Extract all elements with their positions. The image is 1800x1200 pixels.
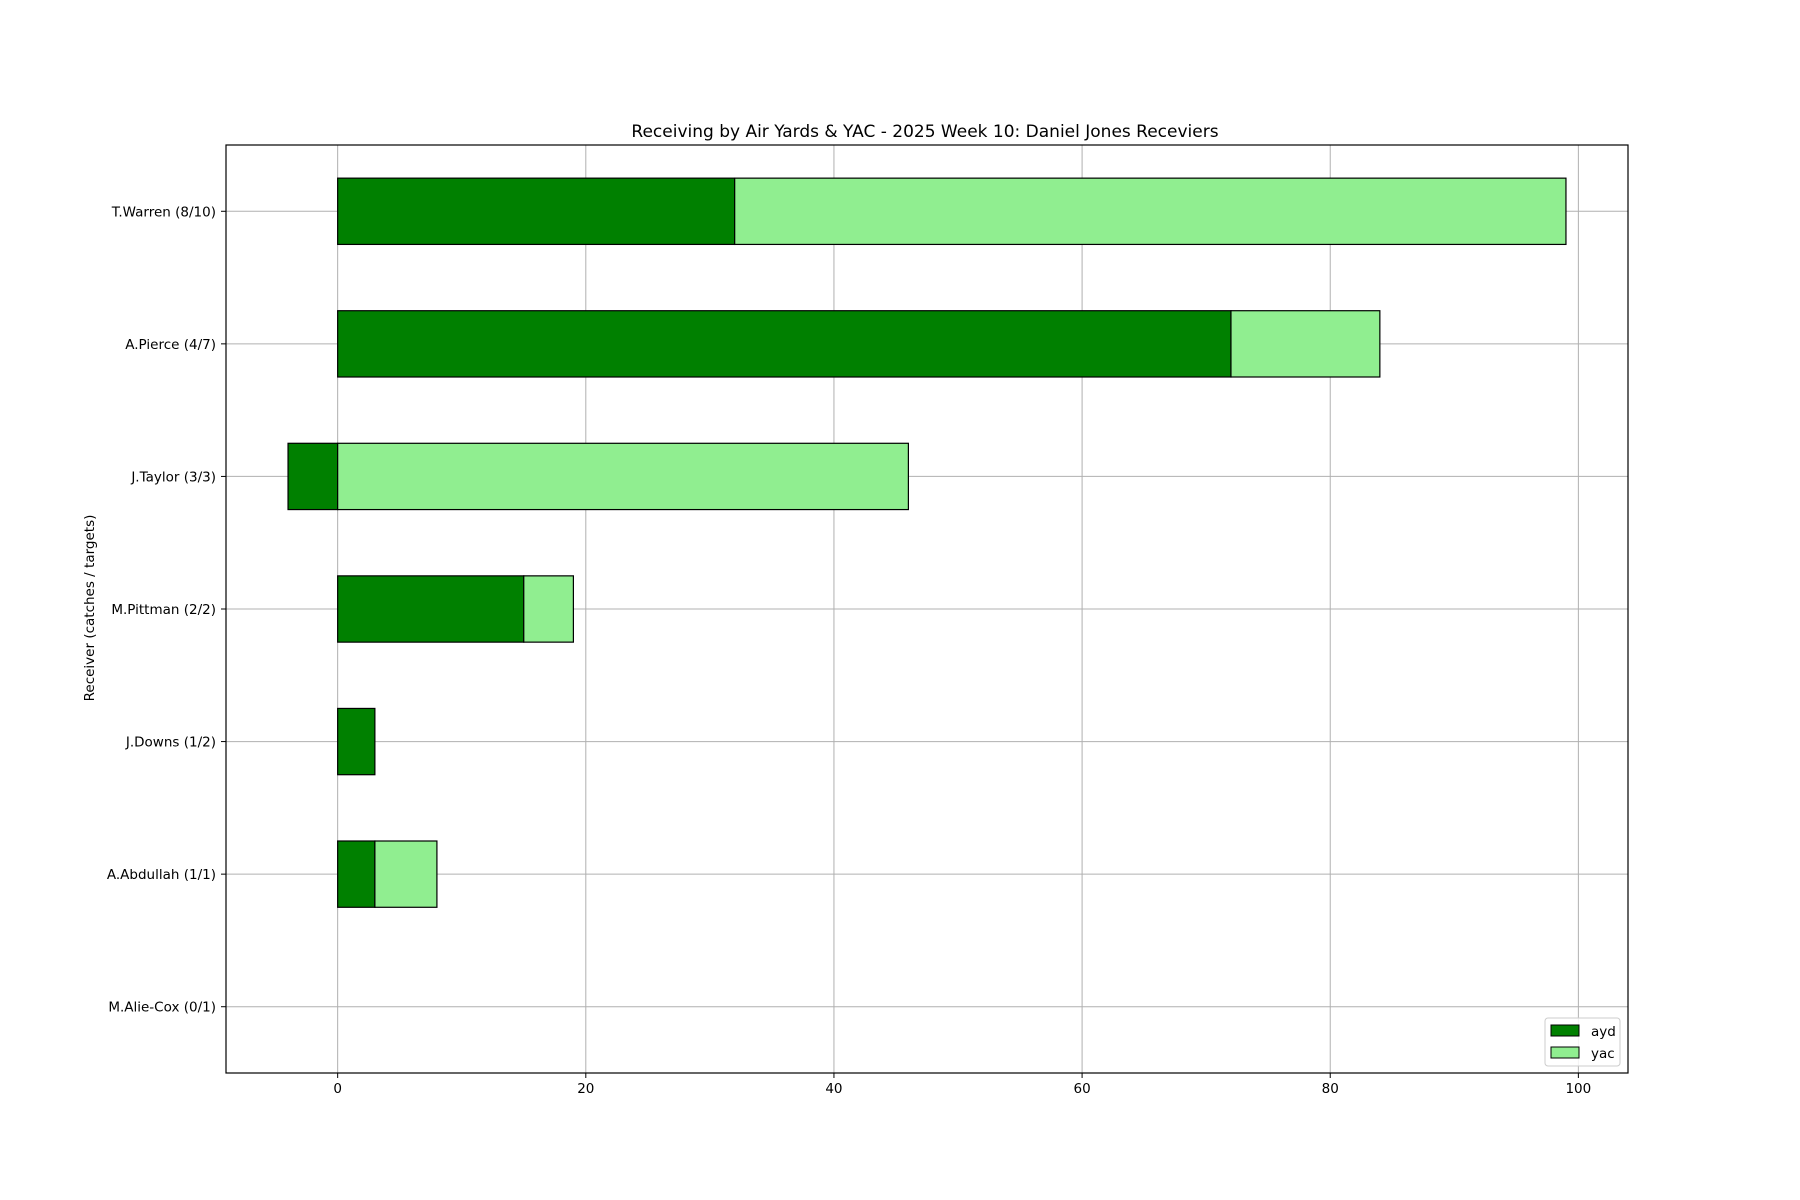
x-tick-label: 100 — [1565, 1081, 1591, 1097]
legend-label-yac: yac — [1591, 1046, 1615, 1062]
bar-yac — [374, 840, 438, 908]
legend-swatch-ayd — [1550, 1024, 1580, 1037]
y-tick-label: J.Downs (1/2) — [125, 735, 216, 751]
x-tick-label: 60 — [1073, 1081, 1090, 1097]
x-tick-label: 40 — [825, 1081, 842, 1097]
plot-frame — [225, 144, 1629, 1074]
legend-label-ayd: ayd — [1591, 1024, 1616, 1040]
y-tick-label: M.Pittman (2/2) — [111, 602, 216, 618]
bars — [287, 177, 1567, 908]
bar-ayd — [337, 707, 376, 776]
bar-yac — [523, 575, 574, 643]
bar-ayd — [287, 442, 339, 511]
y-axis-label: Receiver (catches / targets) — [82, 515, 98, 702]
bar-yac — [734, 177, 1567, 246]
bar-ayd — [337, 177, 736, 246]
legend-swatch-yac — [1550, 1046, 1580, 1059]
bar-ayd — [337, 575, 525, 643]
x-tick-label: 0 — [333, 1081, 342, 1097]
y-tick-label: A.Abdullah (1/1) — [107, 867, 216, 883]
y-tick-label: J.Taylor (3/3) — [130, 469, 216, 485]
legend: ayd yac — [1544, 1017, 1621, 1067]
y-axis-ticks: T.Warren (8/10) A.Pierce (4/7) J.Taylor (3… — [107, 204, 226, 1016]
x-tick-label: 20 — [577, 1081, 594, 1097]
x-axis-ticks: 0 20 40 60 80 100 — [333, 1073, 1591, 1097]
bar-ayd — [337, 310, 1232, 378]
x-tick-label: 80 — [1322, 1081, 1339, 1097]
bar-yac — [1230, 310, 1381, 378]
y-tick-label: A.Pierce (4/7) — [125, 337, 216, 353]
bar-yac — [337, 442, 909, 511]
chart-title: Receiving by Air Yards & YAC - 2025 Week… — [631, 122, 1218, 142]
y-tick-label: T.Warren (8/10) — [111, 204, 216, 220]
bar-ayd — [337, 840, 376, 908]
y-tick-label: M.Alie-Cox (0/1) — [108, 1000, 216, 1016]
